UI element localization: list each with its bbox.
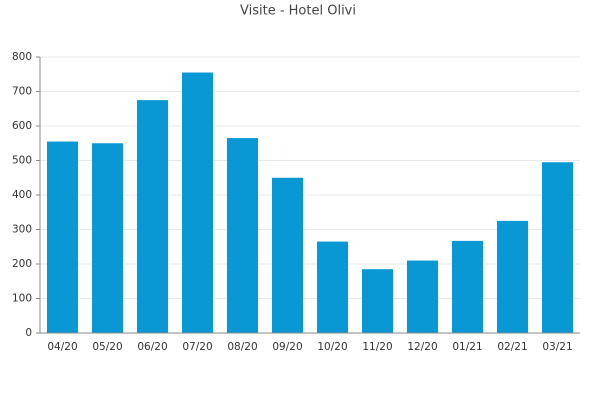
bar	[451, 240, 484, 333]
bar	[136, 100, 169, 333]
x-tick-label: 12/20	[407, 341, 437, 353]
bar	[226, 138, 259, 333]
x-tick-label: 05/20	[92, 341, 122, 353]
x-tick-label: 09/20	[272, 341, 302, 353]
x-tick-label: 01/21	[452, 341, 482, 353]
bar	[181, 72, 214, 334]
x-tick-label: 07/20	[182, 341, 212, 353]
y-tick-label: 100	[12, 293, 32, 305]
bar	[496, 220, 529, 333]
y-tick-label: 300	[12, 224, 32, 236]
x-tick-label: 04/20	[47, 341, 77, 353]
chart-title: Visite - Hotel Olivi	[240, 4, 356, 19]
bar	[406, 260, 439, 333]
x-tick-label: 02/21	[497, 341, 527, 353]
x-tick-label: 08/20	[227, 341, 257, 353]
y-tick-label: 600	[12, 120, 32, 132]
x-tick-label: 11/20	[362, 341, 392, 353]
bar	[271, 177, 304, 333]
x-tick-label: 03/21	[542, 341, 572, 353]
y-tick-label: 0	[25, 327, 32, 339]
y-tick-label: 400	[12, 189, 32, 201]
x-tick-label: 10/20	[317, 341, 347, 353]
bar	[91, 143, 124, 333]
y-tick-label: 800	[12, 51, 32, 63]
y-tick-label: 700	[12, 86, 32, 98]
bar	[316, 241, 349, 333]
bar	[361, 269, 394, 333]
x-tick-label: 06/20	[137, 341, 167, 353]
bar	[541, 162, 574, 333]
y-tick-label: 500	[12, 155, 32, 167]
bar	[46, 141, 79, 333]
y-tick-label: 200	[12, 258, 32, 270]
